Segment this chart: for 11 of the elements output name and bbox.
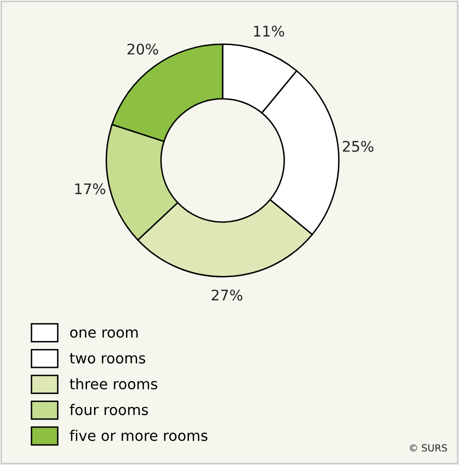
data-label: 20% — [128, 44, 158, 55]
text: © SURS — [410, 444, 447, 452]
data-label: 17% — [75, 183, 106, 194]
legend-label: two rooms — [70, 353, 146, 364]
data-label: 27% — [212, 290, 242, 301]
legend-label: five or more rooms — [70, 430, 208, 442]
data-label: 25% — [342, 140, 374, 152]
legend-label: four rooms — [70, 404, 148, 416]
legend-label: three rooms — [70, 378, 158, 390]
data-label: 11% — [254, 26, 284, 37]
legend-label: one room — [70, 329, 138, 338]
